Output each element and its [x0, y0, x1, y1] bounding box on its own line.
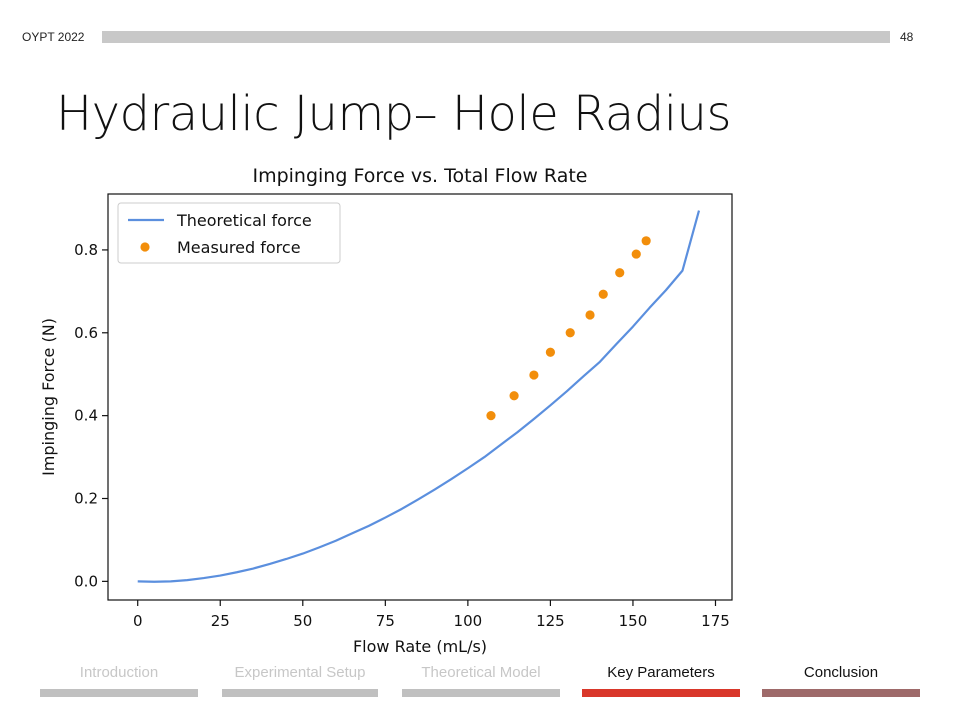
y-tick-label: 0.0	[74, 572, 98, 590]
nav-progress-bar	[582, 689, 740, 697]
nav-item-label: Conclusion	[803, 664, 879, 681]
header-bar	[102, 31, 890, 43]
nav-item-experimental-setup[interactable]: Experimental Setup	[222, 660, 378, 700]
y-tick-label: 0.6	[74, 324, 98, 342]
nav-item-label: Experimental Setup	[234, 664, 366, 681]
conference-label: OYPT 2022	[22, 30, 85, 44]
nav-item-conclusion[interactable]: Conclusion	[762, 660, 920, 700]
nav-item-label: Key Parameters	[607, 664, 715, 681]
x-tick-label: 75	[376, 612, 395, 630]
measured-force-point	[585, 310, 595, 320]
nav-progress-bar	[222, 689, 378, 697]
nav-item-introduction[interactable]: Introduction	[40, 660, 198, 700]
nav-progress-bar	[40, 689, 198, 697]
legend-label: Theoretical force	[176, 211, 312, 230]
legend-box	[117, 202, 341, 264]
measured-force-point	[545, 347, 556, 357]
x-tick-label: 150	[619, 612, 648, 630]
measured-force-point	[486, 411, 496, 421]
y-tick-label: 0.8	[74, 241, 98, 259]
x-tick-label: 125	[536, 612, 565, 630]
page-number: 48	[900, 30, 914, 44]
legend-marker-swatch	[140, 242, 150, 252]
nav-progress-bar	[762, 689, 920, 697]
x-axis-label: Flow Rate (mL/s)	[353, 637, 487, 656]
x-tick-label: 0	[133, 612, 143, 630]
y-axis-label: Impinging Force (N)	[39, 318, 58, 476]
x-tick-label: 50	[293, 612, 312, 630]
section-nav: Introduction Experimental Setup Theoreti…	[0, 660, 960, 720]
y-tick-label: 0.2	[74, 490, 98, 508]
measured-force-point	[529, 370, 539, 380]
chart-title: Impinging Force vs. Total Flow Rate	[252, 165, 587, 187]
x-tick-label: 175	[701, 612, 730, 630]
slide-title: Hydraulic Jump– Hole Radius	[56, 86, 731, 142]
plot-area	[107, 193, 733, 601]
measured-force-point	[598, 289, 608, 299]
measured-force-point	[509, 391, 519, 401]
measured-force-point	[641, 236, 651, 246]
theoretical-force-line	[137, 210, 701, 583]
measured-force-point	[615, 268, 625, 278]
x-tick-label: 100	[454, 612, 483, 630]
nav-item-key-parameters[interactable]: Key Parameters	[582, 660, 740, 700]
nav-item-theoretical-model[interactable]: Theoretical Model	[402, 660, 560, 700]
nav-item-label: Theoretical Model	[421, 664, 541, 681]
measured-force-point	[565, 328, 575, 338]
nav-item-label: Introduction	[79, 664, 159, 681]
legend-label: Measured force	[177, 238, 301, 257]
nav-progress-bar	[402, 689, 560, 697]
measured-force-point	[631, 249, 641, 259]
y-tick-label: 0.4	[74, 407, 98, 425]
x-tick-label: 25	[211, 612, 230, 630]
